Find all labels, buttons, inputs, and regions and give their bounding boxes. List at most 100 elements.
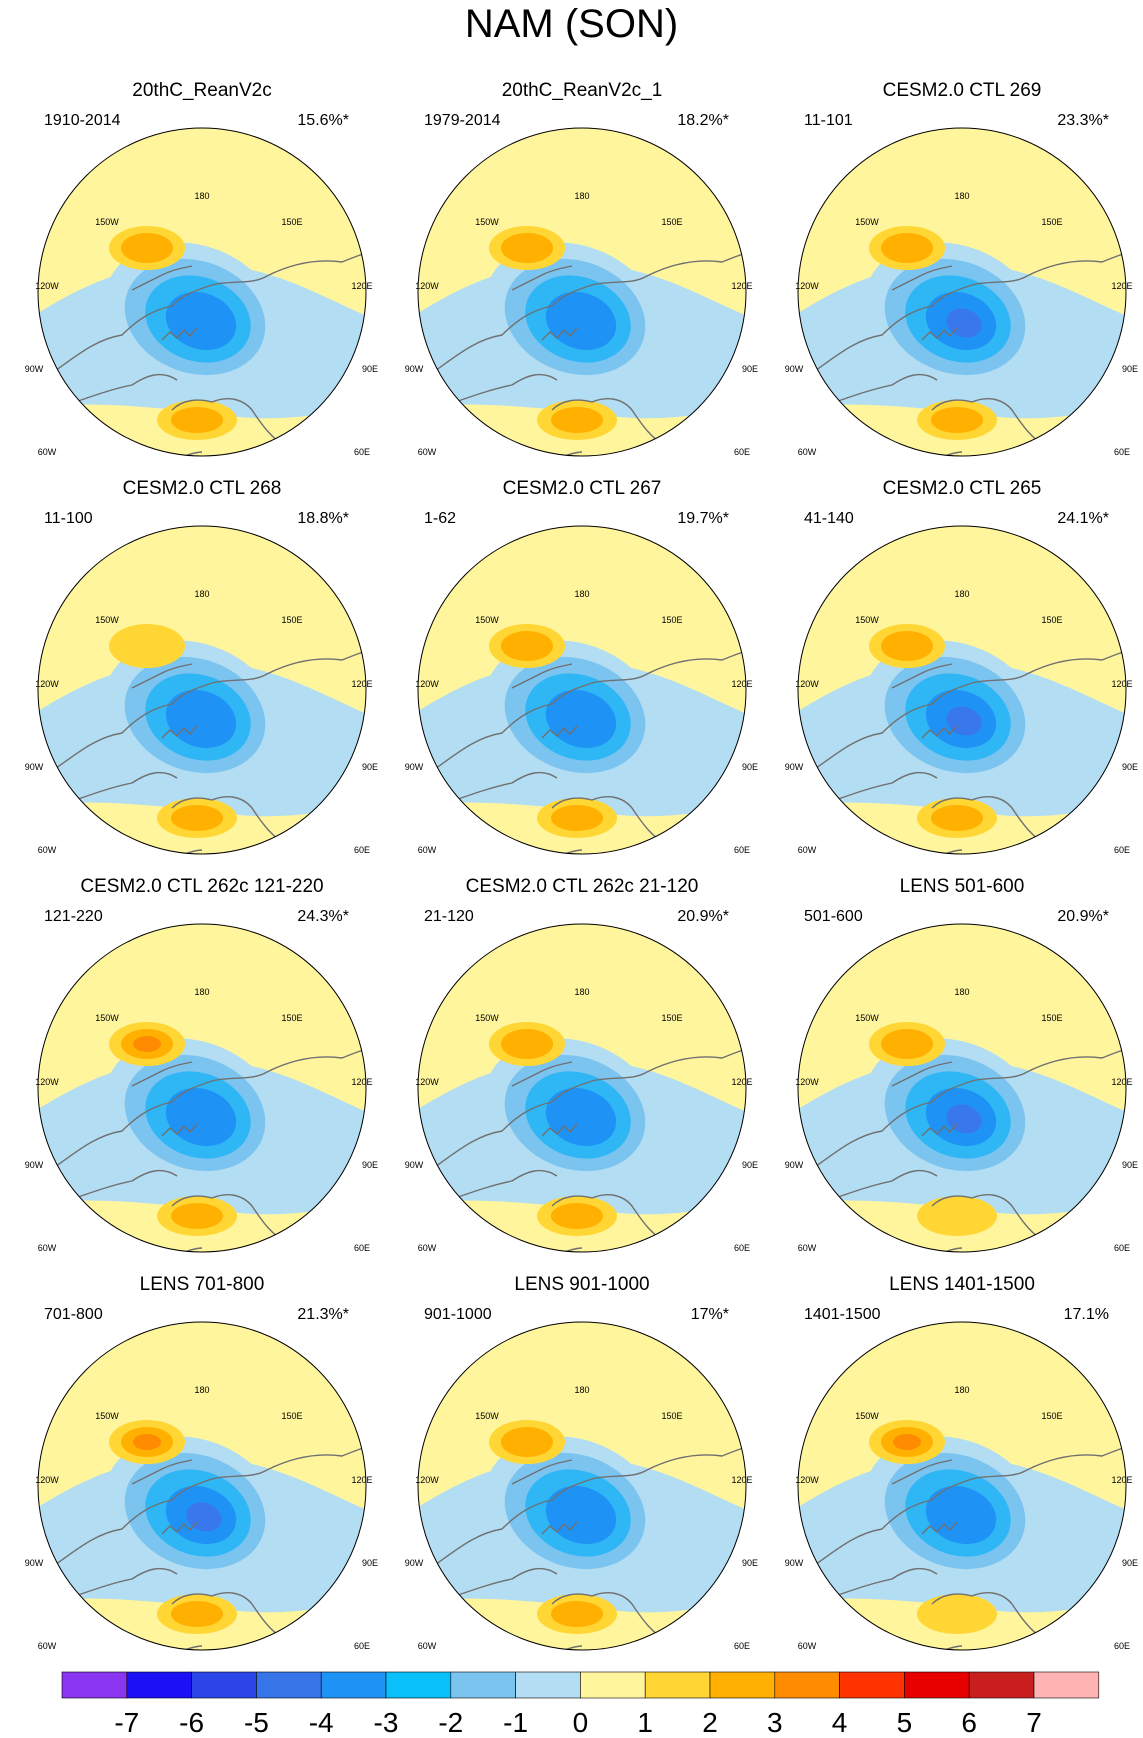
coastline (511, 1061, 573, 1087)
longitude-label: 180 (954, 987, 969, 997)
coastline (801, 247, 1126, 381)
longitude-label: 150W (855, 217, 879, 227)
longitude-label: 90W (25, 1160, 44, 1170)
longitude-label: 120W (415, 1077, 439, 1087)
coastline (511, 663, 573, 689)
colorbar-swatch (256, 1671, 322, 1699)
colorbar-tick: 5 (897, 1707, 913, 1738)
polar-map: 1800150W150E120W120E90W90E60W60E30W30E (785, 525, 1138, 855)
polar-map: 1800150W150E120W120E90W90E60W60E30W30E (405, 1321, 758, 1651)
map-panel: 1800150W150E120W120E90W90E60W60E30W30ECE… (12, 478, 392, 876)
colorbar-swatch (191, 1671, 257, 1699)
colorbar-tick: -1 (503, 1707, 528, 1738)
colorbar-swatch (515, 1671, 581, 1699)
coastline (801, 1441, 1126, 1575)
longitude-label: 60W (38, 1641, 57, 1651)
colorbar-swatch (774, 1671, 840, 1699)
map-border (37, 525, 367, 855)
polar-map: 1800150W150E120W120E90W90E60W60E30W30E (25, 1321, 378, 1651)
colorbar-swatch (580, 1671, 646, 1699)
longitude-label: 60W (798, 1641, 817, 1651)
longitude-label: 60W (798, 845, 817, 855)
colorbar-swatch (61, 1671, 128, 1699)
longitude-label: 60E (734, 1243, 750, 1253)
longitude-label: 150E (661, 615, 682, 625)
period-label: 11-100 (44, 510, 93, 527)
coastline (161, 1521, 198, 1535)
coastline (891, 1061, 953, 1087)
longitude-label: 180 (574, 987, 589, 997)
map-border (37, 1321, 367, 1651)
coastline (421, 247, 746, 381)
variance-explained: 19.7%* (677, 510, 729, 527)
longitude-label: 120W (415, 679, 439, 689)
coastline (921, 327, 958, 341)
map-panel: 1800150W150E120W120E90W90E60W60E30W30E20… (12, 80, 392, 478)
longitude-label: 120E (1111, 679, 1132, 689)
pacific-contour-level (133, 1434, 161, 1450)
longitude-label: 90W (25, 1558, 44, 1568)
coastline (921, 1123, 958, 1137)
longitude-label: 60W (418, 1243, 437, 1253)
longitude-label: 120W (35, 1475, 59, 1485)
map-border (797, 127, 1127, 457)
period-label: 1401-1500 (804, 1306, 881, 1323)
coastline (451, 1247, 583, 1252)
longitude-label: 60W (38, 1243, 57, 1253)
longitude-label: 120E (1111, 1475, 1132, 1485)
colorbar-swatch (968, 1671, 1035, 1699)
colorbar: -7 -6 -5 -4 -3 -2 -1 0 1 2 3 4 5 6 7 (61, 1671, 1100, 1738)
map-panel: 1800150W150E120W120E90W90E60W60E30W30E20… (392, 80, 772, 478)
coastline (541, 1521, 578, 1535)
coastline (171, 1592, 293, 1645)
colorbar-tick: -2 (438, 1707, 463, 1738)
variance-explained: 17%* (690, 1306, 729, 1323)
coastline (891, 1459, 953, 1485)
arctic-contour-level (545, 291, 617, 351)
coastline (801, 645, 1126, 779)
map-panel: 1800150W150E120W120E90W90E60W60E30W30ELE… (772, 876, 1143, 1274)
variance-explained: 18.8%* (297, 510, 349, 527)
panel-title: CESM2.0 CTL 265 (882, 478, 1042, 499)
panel-title: CESM2.0 CTL 269 (882, 80, 1042, 101)
colorbar-swatch (644, 1671, 711, 1699)
coastline (931, 1194, 1053, 1247)
longitude-label: 120W (35, 281, 59, 291)
longitude-label: 90E (742, 1160, 758, 1170)
longitude-label: 120W (795, 1475, 819, 1485)
longitude-label: 60E (354, 845, 370, 855)
period-label: 1910-2014 (44, 112, 121, 129)
arctic-contour-level (545, 689, 617, 749)
colorbar-tick: 0 (573, 1707, 589, 1738)
panel-title: LENS 501-600 (899, 876, 1025, 897)
longitude-label: 60E (354, 1641, 370, 1651)
coastline (511, 1459, 573, 1485)
map-border (417, 1321, 747, 1651)
pacific-contour-level (881, 1029, 933, 1059)
map-panel: 1800150W150E120W120E90W90E60W60E30W30ELE… (392, 1274, 772, 1672)
longitude-label: 120W (795, 679, 819, 689)
map-border (417, 923, 747, 1253)
period-label: 21-120 (424, 908, 474, 925)
longitude-label: 150W (475, 1013, 499, 1023)
longitude-label: 120W (795, 281, 819, 291)
colorbar-swatch (385, 1671, 452, 1699)
longitude-label: 150E (281, 217, 302, 227)
period-label: 121-220 (44, 908, 103, 925)
longitude-label: 120E (731, 1077, 752, 1087)
longitude-label: 120E (1111, 281, 1132, 291)
pacific-contour-level (109, 624, 185, 668)
coastline (891, 663, 953, 689)
polar-map: 1800150W150E120W120E90W90E60W60E30W30E (25, 127, 378, 457)
pacific-contour-level (501, 233, 553, 263)
longitude-label: 60W (798, 1243, 817, 1253)
map-border (797, 923, 1127, 1253)
map-border (797, 1321, 1127, 1651)
longitude-label: 120E (1111, 1077, 1132, 1087)
longitude-label: 60E (1114, 845, 1130, 855)
coastline (541, 327, 578, 341)
coastline (41, 645, 366, 779)
coastline (131, 1459, 193, 1485)
longitude-label: 90W (405, 762, 424, 772)
longitude-label: 90E (742, 364, 758, 374)
